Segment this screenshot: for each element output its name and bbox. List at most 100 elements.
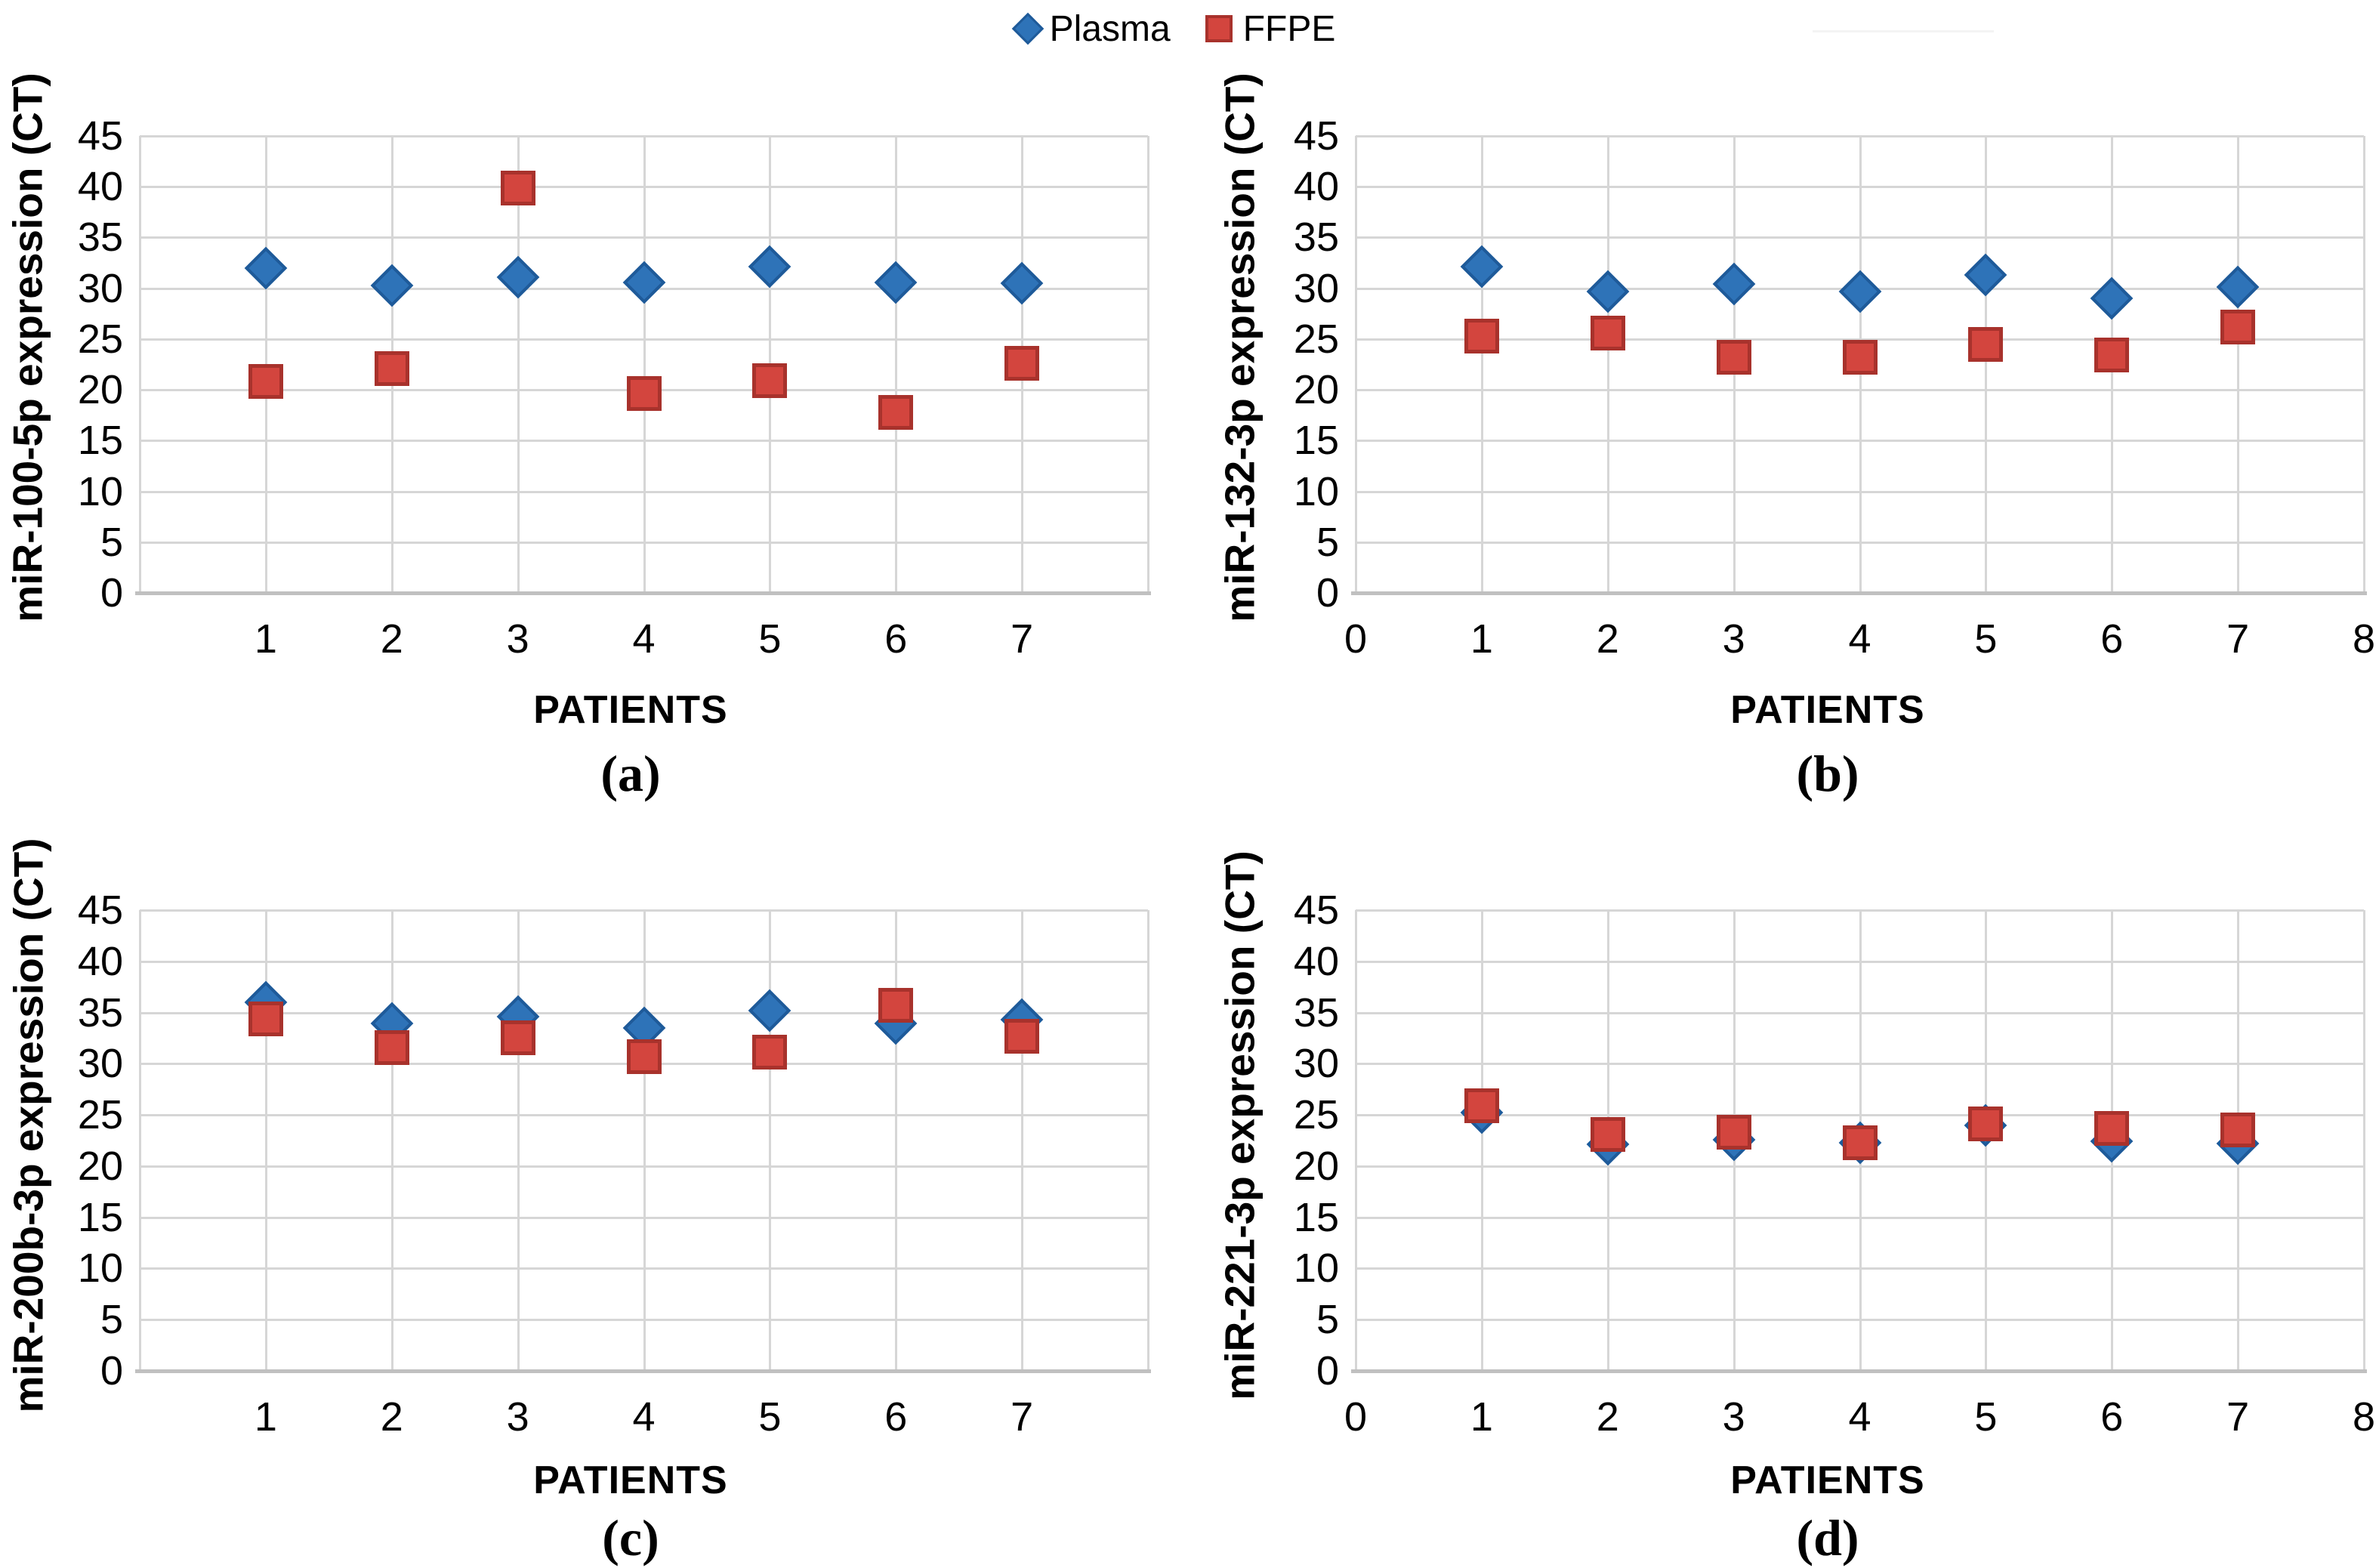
y-tick-label: 45 <box>77 887 123 933</box>
y-tick-label: 20 <box>1293 1143 1339 1189</box>
ffpe-square-marker <box>1590 315 1625 350</box>
x-tick-label: 7 <box>2226 616 2250 662</box>
x-tick-label: 5 <box>1974 1394 1998 1440</box>
ffpe-square-marker <box>248 364 283 400</box>
y-tick-label: 10 <box>1293 1245 1339 1292</box>
ffpe-square-icon <box>1205 15 1233 42</box>
plasma-diamond-marker <box>1964 253 2007 297</box>
y-tick-label: 20 <box>77 1143 123 1189</box>
y-tick-label: 10 <box>77 468 123 514</box>
y-tick-label: 15 <box>1293 418 1339 464</box>
panel-caption: (a) <box>600 745 661 802</box>
ffpe-square-marker <box>374 350 409 386</box>
ffpe-square-marker <box>2220 309 2256 344</box>
plasma-diamond-icon <box>1011 12 1044 45</box>
y-tick-label: 15 <box>77 1194 123 1240</box>
y-tick-label: 30 <box>77 265 123 311</box>
vertical-gridline <box>1985 136 1988 593</box>
plasma-diamond-marker <box>1586 270 1630 313</box>
y-tick-label: 15 <box>1293 1194 1339 1240</box>
y-tick-label: 35 <box>77 215 123 261</box>
ffpe-square-marker <box>2220 1113 2256 1148</box>
y-tick-label: 0 <box>1316 1348 1339 1394</box>
vertical-gridline <box>1355 136 1357 593</box>
x-tick-label: 8 <box>2352 1394 2376 1440</box>
vertical-gridline <box>895 910 898 1371</box>
y-tick-label: 15 <box>77 418 123 464</box>
panel-b: miR-132-3p expression (CT) 45 40 35 30 25 20 1… <box>1190 42 2379 804</box>
x-tick-label: 7 <box>1011 616 1034 662</box>
legend: Plasma FFPE <box>0 5 2365 53</box>
x-tick-label: 3 <box>506 1394 529 1440</box>
panel-c: miR-200b-3p expression (CT) 45 40 35 30 25 20… <box>0 819 1190 1566</box>
legend-label-plasma: Plasma <box>1049 8 1171 49</box>
ffpe-square-marker <box>1464 1088 1499 1123</box>
vertical-gridline <box>517 136 520 593</box>
panel-d: miR-221-3p expression (CT) 45 40 35 30 25 20 1… <box>1190 819 2379 1566</box>
panel-caption: (d) <box>1796 1509 1859 1566</box>
ffpe-square-marker <box>752 363 788 398</box>
x-tick-label: 2 <box>1596 616 1619 662</box>
x-tick-label: 8 <box>2352 616 2376 662</box>
x-tick-label: 6 <box>884 616 908 662</box>
y-tick-label: 45 <box>77 113 123 159</box>
x-tick-label: 5 <box>758 616 782 662</box>
plasma-diamond-marker <box>2090 276 2134 320</box>
y-tick-label: 40 <box>1293 938 1339 984</box>
vertical-gridline <box>2237 136 2240 593</box>
vertical-gridline <box>643 910 646 1371</box>
vertical-gridline <box>517 910 520 1371</box>
x-tick-label: 1 <box>1470 616 1493 662</box>
legend-item-ffpe: FFPE <box>1205 8 1336 50</box>
ffpe-square-marker <box>248 1001 283 1036</box>
ffpe-square-marker <box>1716 340 1751 375</box>
vertical-gridline <box>2363 910 2365 1371</box>
x-axis-title: PATIENTS <box>1730 1458 1925 1502</box>
ffpe-square-marker <box>1968 1107 2004 1142</box>
ffpe-square-marker <box>1464 318 1499 353</box>
y-tick-label: 5 <box>1316 519 1339 565</box>
x-axis-line <box>135 1369 1151 1373</box>
ffpe-square-marker <box>1004 1018 1040 1054</box>
y-tick-label: 40 <box>77 938 123 984</box>
ffpe-square-marker <box>2094 1110 2130 1146</box>
panel-caption: (b) <box>1796 745 1859 802</box>
y-tick-label: 25 <box>1293 1092 1339 1138</box>
y-tick-label: 0 <box>100 570 123 616</box>
x-tick-label: 3 <box>506 616 529 662</box>
ffpe-square-marker <box>374 1029 409 1065</box>
y-tick-label: 30 <box>1293 265 1339 311</box>
y-tick-label: 35 <box>1293 215 1339 261</box>
vertical-gridline <box>139 136 141 593</box>
x-axis-line <box>1351 1369 2367 1373</box>
x-tick-label: 2 <box>380 616 403 662</box>
ffpe-square-marker <box>626 376 662 412</box>
ffpe-square-marker <box>752 1035 788 1070</box>
y-tick-label: 20 <box>77 367 123 413</box>
vertical-gridline <box>1147 910 1149 1371</box>
x-tick-label: 3 <box>1722 1394 1745 1440</box>
vertical-gridline <box>1355 910 1357 1371</box>
ffpe-square-marker <box>1004 346 1040 381</box>
plasma-diamond-marker <box>2216 266 2260 309</box>
vertical-gridline <box>1606 136 1609 593</box>
y-tick-label: 40 <box>77 164 123 210</box>
y-tick-label: 10 <box>1293 468 1339 514</box>
y-tick-label: 5 <box>100 1297 123 1343</box>
x-axis-title: PATIENTS <box>533 1458 728 1502</box>
x-tick-label: 5 <box>758 1394 782 1440</box>
y-tick-label: 25 <box>77 1092 123 1138</box>
ffpe-square-marker <box>1968 326 2004 362</box>
x-tick-label: 1 <box>254 616 277 662</box>
x-axis-line <box>1351 591 2367 595</box>
vertical-gridline <box>1480 910 1483 1371</box>
y-tick-label: 40 <box>1293 164 1339 210</box>
x-tick-label: 2 <box>1596 1394 1619 1440</box>
x-tick-label: 7 <box>1011 1394 1034 1440</box>
vertical-gridline <box>139 910 141 1371</box>
x-tick-label: 4 <box>1848 1394 1871 1440</box>
y-tick-label: 5 <box>100 519 123 565</box>
legend-label-ffpe: FFPE <box>1242 8 1336 49</box>
x-tick-label: 3 <box>1722 616 1745 662</box>
